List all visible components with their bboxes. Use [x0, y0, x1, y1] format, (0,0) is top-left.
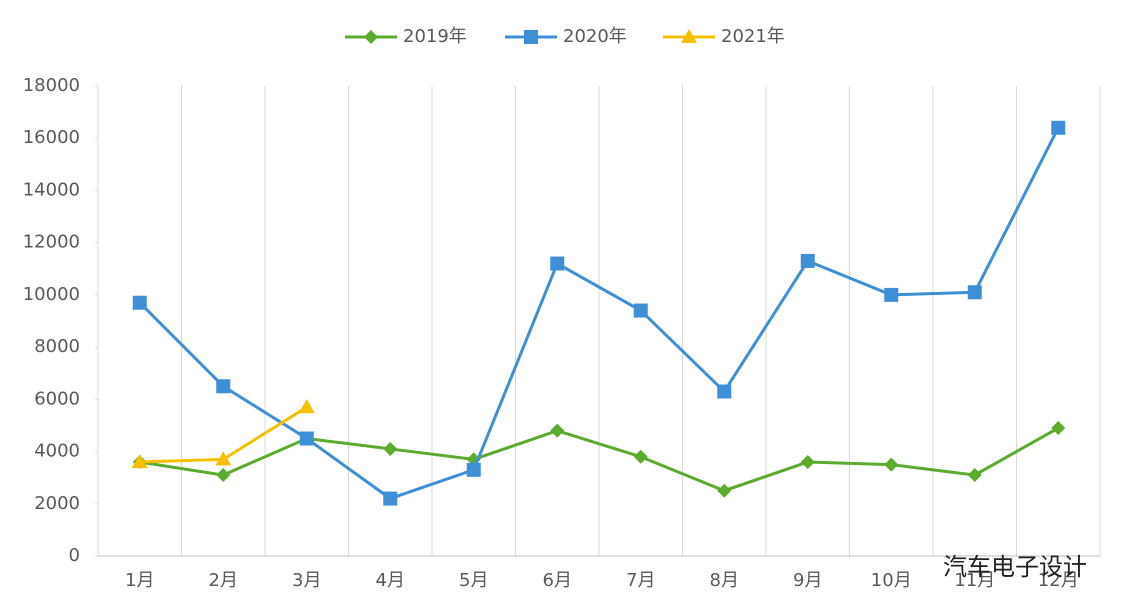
marker: [216, 468, 231, 483]
y-tick-label: 8000: [34, 336, 80, 357]
marker: [466, 462, 481, 477]
y-tick-label: 14000: [23, 179, 80, 200]
legend-marker: [681, 29, 697, 43]
legend-label: 2020年: [563, 26, 627, 47]
marker: [383, 441, 398, 456]
x-tick-label: 12月: [1038, 570, 1079, 591]
x-tick-label: 5月: [459, 570, 488, 591]
x-tick-label: 10月: [871, 570, 912, 591]
marker: [215, 451, 232, 466]
x-tick-label: 6月: [543, 570, 572, 591]
marker: [216, 379, 231, 394]
marker: [800, 253, 815, 268]
y-tick-label: 10000: [23, 284, 80, 305]
marker: [550, 423, 565, 438]
marker: [633, 449, 648, 464]
marker: [717, 384, 732, 399]
x-tick-label: 4月: [376, 570, 405, 591]
legend-label: 2021年: [721, 26, 785, 47]
legend-marker: [364, 30, 378, 44]
x-tick-label: 2月: [209, 570, 238, 591]
marker: [967, 468, 982, 483]
watermark: 汽车电子设计: [943, 553, 1087, 581]
x-tick-label: 8月: [710, 570, 739, 591]
x-tick-label: 1月: [125, 570, 154, 591]
x-tick-label: 3月: [292, 570, 321, 591]
y-tick-label: 16000: [23, 127, 80, 148]
y-tick-label: 6000: [34, 388, 80, 409]
marker: [884, 457, 899, 472]
y-tick-label: 2000: [34, 493, 80, 514]
marker: [884, 287, 899, 302]
x-tick-label: 9月: [793, 570, 822, 591]
y-tick-label: 12000: [23, 232, 80, 253]
marker: [132, 295, 147, 310]
y-tick-label: 4000: [34, 441, 80, 462]
legend-label: 2019年: [403, 26, 467, 47]
marker: [131, 454, 148, 468]
marker: [1051, 421, 1066, 436]
y-tick-label: 0: [69, 545, 80, 566]
x-tick-label: 11月: [954, 570, 995, 591]
marker: [633, 303, 648, 318]
marker: [383, 491, 398, 506]
x-tick-label: 7月: [626, 570, 655, 591]
marker: [717, 483, 732, 498]
series-line: [139, 426, 1059, 493]
series-line: [138, 127, 1060, 501]
marker: [967, 285, 982, 300]
marker: [550, 256, 565, 271]
marker: [1051, 120, 1066, 135]
marker: [800, 455, 815, 469]
y-tick-label: 18000: [23, 75, 80, 96]
marker: [299, 431, 314, 446]
legend-marker: [524, 30, 538, 44]
marker: [298, 399, 315, 414]
